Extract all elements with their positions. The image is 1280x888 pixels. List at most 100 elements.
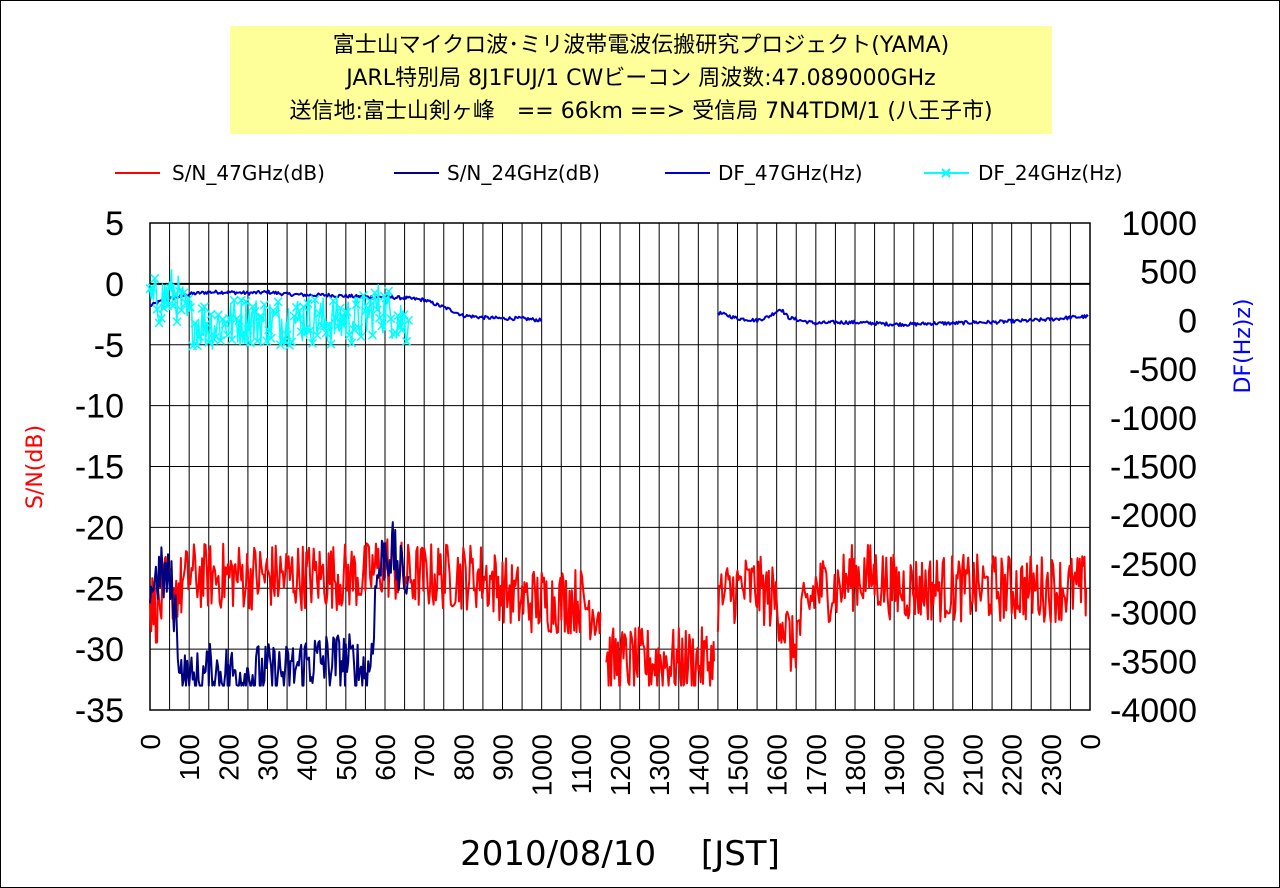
x-tick-label: 1700: [801, 734, 832, 796]
marker-df24: [403, 315, 414, 325]
x-tick-label: 2100: [958, 734, 989, 796]
x-tick-label: 100: [174, 734, 205, 781]
marker-df24: [312, 330, 322, 340]
y-axis-ticks: 5 0 -5 -10 -15 -20 -25 -30 -35: [75, 205, 124, 730]
marker-df24: [324, 320, 334, 330]
y-tick-label: -30: [75, 631, 124, 669]
marker-df24: [204, 337, 214, 347]
x-tick-label: 1800: [840, 734, 871, 796]
y-tick-label: -10: [75, 388, 124, 426]
marker-df24: [303, 299, 313, 309]
chart-title-box: 富士山マイクロ波･ミリ波帯電波伝搬研究プロジェクト(YAMA) JARL特別局 …: [230, 26, 1052, 134]
marker-df24: [367, 330, 377, 340]
x-tick-label: 2300: [1036, 734, 1067, 796]
marker-df24: [374, 313, 385, 323]
marker-df24: [294, 314, 304, 324]
y2-tick-label: 1000: [1121, 205, 1197, 243]
marker-df24: [195, 332, 205, 342]
marker-df24: [399, 310, 409, 320]
x-tick-label: 1900: [879, 734, 910, 796]
y-tick-label: 0: [105, 266, 124, 304]
marker-df24: [245, 338, 255, 348]
x-tick-label: 800: [448, 734, 479, 781]
marker-df24: [243, 324, 253, 335]
marker-df24: [402, 336, 412, 346]
marker-df24: [150, 273, 160, 283]
x-tick-label: 1500: [723, 734, 754, 796]
marker-df24: [356, 332, 366, 342]
y-axis-title: S/N(dB): [23, 425, 48, 509]
x-tick-label: 1000: [527, 734, 558, 796]
marker-df24: [310, 295, 320, 305]
y-tick-label: 5: [105, 205, 124, 243]
marker-df24: [168, 301, 178, 311]
series-sn24: [149, 521, 410, 687]
marker-df24: [248, 302, 258, 312]
marker-df24: [192, 341, 202, 351]
marker-df24: [315, 308, 325, 318]
marker-df24: [397, 325, 407, 335]
marker-df24: [264, 325, 274, 335]
legend-entry-df24: DF_24GHz(Hz): [924, 161, 1123, 185]
marker-df24: [363, 303, 373, 313]
x-tick-label: 500: [331, 734, 362, 781]
legend-entry-sn47: S/N_47GHz(dB): [115, 161, 325, 185]
marker-df24: [351, 300, 361, 310]
marker-df24: [252, 336, 262, 346]
marker-df24: [282, 330, 292, 340]
marker-df24: [271, 309, 281, 319]
marker-df24: [340, 308, 350, 318]
marker-df24: [176, 305, 186, 315]
x-tick-label: 400: [292, 734, 323, 781]
marker-df24: [145, 284, 155, 294]
marker-df24: [386, 314, 396, 324]
marker-df24: [172, 317, 182, 327]
chart-title-line-2: JARL特別局 8J1FUJ/1 CWビーコン 周波数:47.089000GHz: [346, 66, 936, 91]
marker-df24: [331, 313, 341, 323]
legend-label-sn24: S/N_24GHz(dB): [447, 161, 600, 185]
marker-df24: [199, 302, 209, 312]
marker-df24: [229, 295, 239, 305]
series-line-df24: [149, 269, 410, 350]
y2-tick-label: -1500: [1110, 449, 1197, 487]
marker-df24: [179, 288, 189, 298]
series-df47: [149, 289, 1089, 327]
y2-tick-label: 0: [1178, 302, 1197, 340]
marker-df24: [342, 307, 352, 317]
y2-tick-label: -2500: [1110, 546, 1197, 584]
x-tick-label: 300: [253, 734, 284, 781]
marker-df24: [147, 283, 157, 293]
marker-df24: [365, 296, 375, 306]
marker-df24: [370, 288, 380, 298]
marker-df24: [296, 327, 306, 337]
marker-df24: [190, 318, 200, 328]
marker-df24: [328, 296, 338, 306]
marker-df24: [358, 290, 368, 301]
marker-df24: [383, 286, 394, 296]
x-tick-label: 1100: [566, 734, 597, 794]
series-line-sn47: [716, 544, 1088, 672]
series-line-sn47: [605, 626, 715, 687]
x-axis-ticks: 0 100 200 300 400 500 600 700 800 900 1000 1100 1200…: [135, 734, 1106, 796]
x-axis-title: 2010/08/10 [JST]: [460, 834, 780, 874]
legend-entry-sn24: S/N_24GHz(dB): [394, 161, 600, 185]
legend-marker-df24: [941, 168, 951, 178]
marker-df24: [165, 283, 175, 293]
marker-df24: [156, 313, 166, 323]
x-tick-label: 1400: [683, 734, 714, 796]
marker-df24: [255, 312, 265, 322]
marker-df24: [227, 335, 237, 345]
y-tick-label: -20: [75, 509, 124, 547]
marker-df24: [308, 338, 318, 348]
y-tick-label: -25: [75, 570, 124, 608]
legend-label-df24: DF_24GHz(Hz): [978, 161, 1123, 185]
chart-title-line-1: 富士山マイクロ波･ミリ波帯電波伝搬研究プロジェクト(YAMA): [332, 33, 950, 58]
x-tick-label: 200: [213, 734, 244, 781]
marker-df24: [224, 314, 235, 324]
legend-label-df47: DF_47GHz(Hz): [718, 161, 863, 185]
y2-tick-label: -500: [1129, 351, 1197, 389]
y-tick-label: -5: [94, 327, 124, 365]
series-sn47: [149, 538, 1088, 687]
y2-axis-ticks: 1000 500 0 -500 -1000 -1500 -2000 -2500 -3000 -35…: [1110, 205, 1197, 730]
marker-df24: [266, 333, 276, 343]
